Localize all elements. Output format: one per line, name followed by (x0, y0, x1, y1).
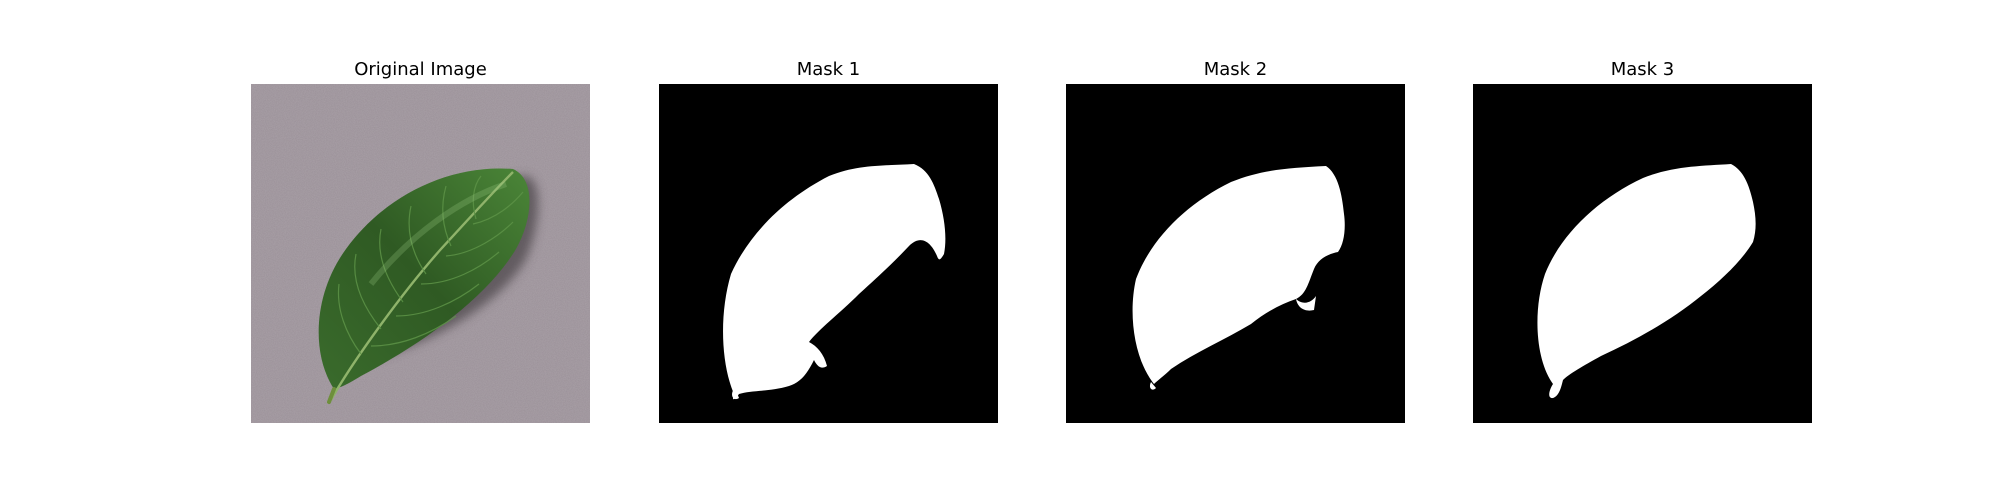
leaf-veins (337, 175, 524, 355)
mask-2-image (1066, 84, 1405, 423)
mask-2-title: Mask 2 (1203, 59, 1268, 80)
mask-3-leaf-region (1537, 164, 1756, 399)
mask-1-image (659, 84, 998, 423)
leaf-petiole (327, 387, 336, 404)
mask-3-title: Mask 3 (1610, 59, 1675, 80)
mask-2-leaf-region (1132, 166, 1345, 384)
mask-1-petiole-blob (732, 388, 739, 400)
leaf-midrib (329, 171, 514, 401)
mask-1-leaf-region (723, 164, 946, 400)
mask-2-ragged-edge (1296, 296, 1316, 311)
original-leaf-photo (251, 84, 590, 423)
leaf-highlight (368, 181, 507, 286)
mask-2-tip (1149, 382, 1156, 390)
original-image-title: Original Image (354, 59, 487, 80)
mask-3-image (1473, 84, 1812, 423)
mask-1-title: Mask 1 (796, 59, 861, 80)
